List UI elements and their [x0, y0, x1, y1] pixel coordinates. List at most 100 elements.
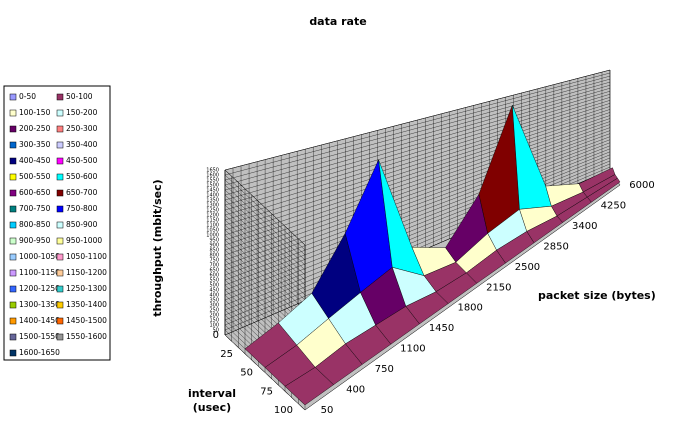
x-tick-label: 6000 — [629, 180, 654, 191]
grid-line — [224, 118, 611, 326]
grid-line — [224, 91, 611, 281]
legend-swatch — [9, 157, 17, 165]
grid-line — [224, 109, 611, 311]
legend-swatch — [56, 93, 64, 101]
legend-label: 1550-1600 — [66, 332, 107, 341]
chart-title: data rate — [309, 15, 366, 28]
grid-line — [224, 115, 611, 321]
grid-line — [224, 85, 611, 271]
legend-swatch — [9, 317, 17, 325]
legend-swatch — [9, 173, 17, 181]
legend-label: 800-850 — [19, 220, 51, 229]
legend-swatch — [56, 157, 64, 165]
legend-swatch — [9, 349, 17, 357]
y-tick-label: 1300 — [206, 203, 219, 209]
y-tick-label: 150 — [209, 318, 219, 324]
legend-label: 1450-1500 — [66, 316, 107, 325]
grid-line — [224, 121, 611, 331]
legend-label: 450-500 — [66, 156, 98, 165]
legend-label: 200-250 — [19, 124, 51, 133]
legend-swatch — [56, 189, 64, 197]
legend-swatch — [9, 93, 17, 101]
legend-label: 950-1000 — [66, 236, 102, 245]
legend-label: 600-650 — [19, 188, 51, 197]
legend-label: 250-300 — [66, 124, 98, 133]
legend-label: 50-100 — [66, 92, 93, 101]
surface-cell — [587, 177, 621, 203]
x-tick-label: 2150 — [486, 282, 511, 293]
y-tick-label: 500 — [209, 283, 219, 289]
y-tick-label: 1600 — [206, 173, 219, 179]
legend-swatch — [56, 141, 64, 149]
legend-swatch — [9, 285, 17, 293]
y-tick-label: 550 — [209, 278, 219, 284]
legend-label: 150-200 — [66, 108, 98, 117]
y-tick-label: 450 — [209, 288, 219, 294]
grid-line — [224, 75, 611, 256]
y-tick-label: 950 — [209, 238, 219, 244]
legend-swatch — [56, 317, 64, 325]
y-tick-label: 900 — [209, 243, 219, 249]
legend-label: 1300-1350 — [19, 300, 60, 309]
legend-label: 1000-1050 — [19, 252, 60, 261]
legend-swatch — [9, 333, 17, 341]
legend-label: 0-50 — [19, 92, 36, 101]
y-tick-label: 200 — [209, 313, 219, 319]
y-tick-label: 1250 — [206, 208, 219, 214]
z-tick-label: 50 — [240, 368, 253, 379]
legend-label: 350-400 — [66, 140, 98, 149]
y-tick-label: 650 — [209, 268, 219, 274]
legend-label: 1250-1300 — [66, 284, 107, 293]
y-tick-label: 1050 — [206, 228, 219, 234]
x-tick-label: 400 — [346, 385, 365, 396]
y-tick-label: 400 — [209, 293, 219, 299]
grid-line — [224, 103, 611, 301]
y-tick-label: 0 — [213, 330, 219, 341]
x-tick-label: 50 — [321, 405, 334, 416]
y-tick-label: 1650 — [206, 168, 219, 174]
y-tick-label: 1350 — [206, 198, 219, 204]
z-axis-label: interval — [188, 387, 236, 400]
legend-label: 850-900 — [66, 220, 98, 229]
y-tick-label: 250 — [209, 308, 219, 314]
legend-label: 500-550 — [19, 172, 51, 181]
legend-label: 1150-1200 — [66, 268, 107, 277]
grid-line — [224, 106, 611, 306]
z-tick-label: 75 — [260, 386, 273, 397]
y-tick-label: 1000 — [206, 233, 219, 239]
z-tick-label: 25 — [220, 349, 233, 360]
legend-swatch — [9, 269, 17, 277]
z-tick-label: 100 — [274, 405, 293, 416]
y-tick-label: 600 — [209, 273, 219, 279]
legend-swatch — [9, 189, 17, 197]
x-tick-label: 2850 — [543, 241, 568, 252]
legend-label: 100-150 — [19, 108, 51, 117]
y-tick-label: 350 — [209, 298, 219, 304]
grid-line — [224, 112, 611, 316]
y-tick-label: 800 — [209, 253, 219, 259]
legend-swatch — [9, 109, 17, 117]
grid-line — [224, 78, 611, 261]
legend-label: 1200-1250 — [19, 284, 60, 293]
grid-line — [224, 94, 611, 286]
legend-swatch — [56, 109, 64, 117]
x-tick-label: 1800 — [457, 303, 482, 314]
x-tick-label: 2500 — [515, 262, 540, 273]
legend-swatch — [56, 221, 64, 229]
y-axis-label: throughput (mbit/sec) — [151, 179, 164, 316]
legend-label: 1400-1450 — [19, 316, 60, 325]
legend-swatch — [56, 173, 64, 181]
legend-label: 1600-1650 — [19, 348, 60, 357]
y-tick-label: 1450 — [206, 188, 219, 194]
legend-swatch — [9, 141, 17, 149]
legend-swatch — [9, 301, 17, 309]
grid-line — [224, 130, 611, 346]
legend-swatch — [56, 269, 64, 277]
y-tick-label: 850 — [209, 248, 219, 254]
legend-swatch — [9, 125, 17, 133]
grid-line — [224, 72, 611, 251]
legend-label: 300-350 — [19, 140, 51, 149]
legend-swatch — [9, 221, 17, 229]
legend-swatch — [9, 237, 17, 245]
x-axis-label: packet size (bytes) — [538, 289, 656, 302]
